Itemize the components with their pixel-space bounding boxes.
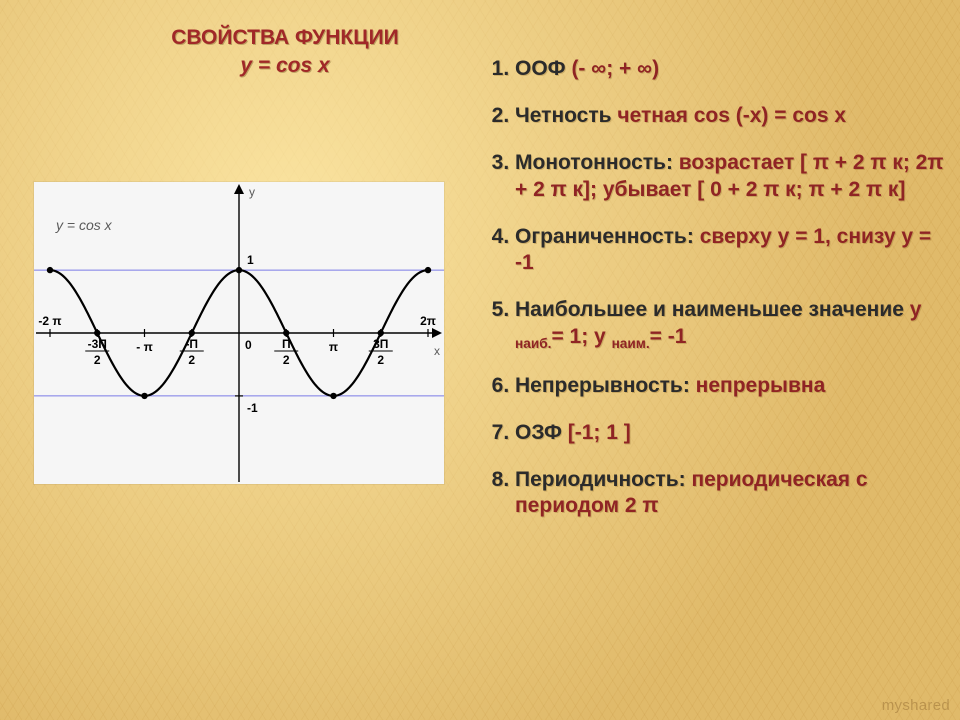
property-highlight-text: [-1; 1 ] (568, 421, 631, 444)
property-plain-text: Периодичность: (515, 468, 691, 491)
property-plain-text: ОЗФ (515, 421, 568, 444)
property-item: Четность четная cos (-x) = cos x (515, 103, 955, 130)
svg-text:-1: -1 (247, 401, 258, 415)
svg-text:2: 2 (188, 353, 195, 367)
svg-text:2: 2 (377, 353, 384, 367)
property-highlight-text: четная cos (-x) = cos x (617, 104, 846, 127)
svg-text:- π: - π (136, 340, 153, 354)
property-plain-text: Непрерывность: (515, 374, 696, 397)
property-item: Периодичность: периодическая с периодом … (515, 467, 955, 521)
svg-text:0: 0 (245, 338, 252, 352)
property-plain-text: Ограниченность: (515, 225, 700, 248)
property-item: Непрерывность: непрерывна (515, 373, 955, 400)
watermark: myshared (882, 697, 950, 714)
svg-text:-2 π: -2 π (38, 314, 61, 328)
svg-text:2: 2 (283, 353, 290, 367)
property-plain-text: Четность (515, 104, 617, 127)
property-item: ООФ (- ∞; + ∞) (515, 56, 955, 83)
property-plain-text: Монотонность: (515, 151, 679, 174)
cosine-plot: xyy = cos x1-1-2 π-3П2- π-П20П2π3П22π (34, 182, 444, 484)
property-highlight-text: (- ∞; + ∞) (571, 57, 659, 80)
property-plain-text: Наибольшее и наименьшее значение (515, 298, 910, 321)
svg-text:y = cos x: y = cos x (55, 217, 113, 233)
property-item: Ограниченность: сверху y = 1, снизу y = … (515, 224, 955, 278)
title-formula: y = cos x (240, 54, 329, 77)
property-item: Монотонность: возрастает [ π + 2 π к; 2π… (515, 150, 955, 204)
property-plain-text: ООФ (515, 57, 571, 80)
properties-list: ООФ (- ∞; + ∞) Четность четная cos (-x) =… (485, 56, 955, 540)
property-item: ОЗФ [-1; 1 ] (515, 420, 955, 447)
property-highlight-text: непрерывна (696, 374, 826, 397)
property-item: Наибольшее и наименьшее значение y наиб.… (515, 297, 955, 353)
graph-panel: xyy = cos x1-1-2 π-3П2- π-П20П2π3П22π (34, 182, 444, 484)
title-line-1: СВОЙСТВА ФУНКЦИИ (171, 26, 399, 49)
svg-text:1: 1 (247, 253, 254, 267)
page-title: СВОЙСТВА ФУНКЦИИ y = cos x (130, 24, 440, 81)
svg-text:π: π (329, 340, 338, 354)
svg-text:y: y (249, 185, 255, 199)
svg-text:x: x (434, 344, 440, 358)
svg-text:2: 2 (94, 353, 101, 367)
svg-text:2π: 2π (420, 314, 436, 328)
